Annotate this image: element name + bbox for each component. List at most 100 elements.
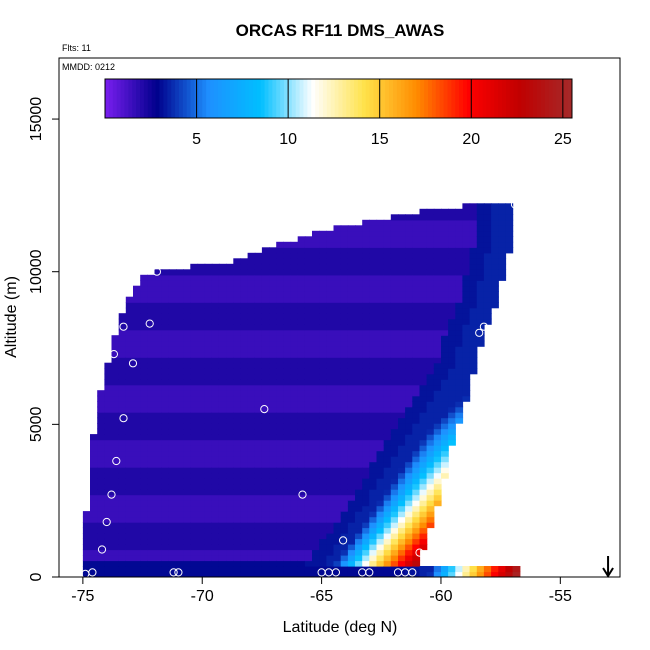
heatmap-cell <box>147 428 156 435</box>
heatmap-cell <box>383 500 392 507</box>
heatmap-cell <box>140 406 148 413</box>
heatmap-cell <box>240 269 249 276</box>
heatmap-cell <box>125 538 134 545</box>
heatmap-cell <box>362 225 370 232</box>
sample-point <box>174 568 183 577</box>
heatmap-cell <box>376 335 385 342</box>
heatmap-cell <box>125 340 134 347</box>
heatmap-cell <box>133 307 141 314</box>
heatmap-cell <box>204 500 213 507</box>
heatmap-cell <box>254 390 263 397</box>
sample-point <box>109 350 119 359</box>
heatmap-cell <box>133 390 141 397</box>
heatmap-cell <box>147 549 156 556</box>
heatmap-cell <box>90 456 98 463</box>
heatmap-cell <box>355 423 363 430</box>
heatmap-cell <box>419 538 428 545</box>
heatmap-cell <box>211 439 220 446</box>
heatmap-cell <box>319 291 327 298</box>
heatmap-cell <box>398 373 406 380</box>
heatmap-cell <box>218 417 227 424</box>
colorbar-swatch <box>357 79 363 118</box>
heatmap-cell <box>304 544 313 551</box>
heatmap-cell <box>462 252 471 259</box>
heatmap-cell <box>326 390 335 397</box>
heatmap-cell <box>233 291 242 298</box>
heatmap-cell <box>240 467 249 474</box>
heatmap-cell <box>176 395 184 402</box>
heatmap-cell <box>433 472 442 479</box>
heatmap-cell <box>190 450 199 457</box>
heatmap-cell <box>133 384 141 391</box>
heatmap-cell <box>297 505 306 512</box>
heatmap-cell <box>233 461 242 468</box>
heatmap-cell <box>197 357 206 364</box>
heatmap-cell <box>261 538 270 545</box>
heatmap-cell <box>226 533 234 540</box>
heatmap-cell <box>97 538 105 545</box>
heatmap-cell <box>247 335 256 342</box>
heatmap-cell <box>376 461 385 468</box>
colorbar-swatch <box>346 79 351 118</box>
heatmap-cell <box>355 401 363 408</box>
heatmap-cell <box>412 318 421 325</box>
heatmap-cell <box>190 307 199 314</box>
heatmap-cell <box>161 296 170 303</box>
heatmap-cell <box>405 511 413 518</box>
heatmap-cell <box>154 571 163 577</box>
heatmap-cell <box>476 280 485 287</box>
heatmap-cell <box>340 500 349 507</box>
heatmap-cell <box>111 560 120 567</box>
heatmap-cell <box>111 428 120 435</box>
heatmap-cell <box>505 566 514 573</box>
heatmap-cell <box>283 340 292 347</box>
heatmap-cell <box>161 516 170 523</box>
heatmap-cell <box>176 560 184 567</box>
heatmap-cell <box>333 478 342 485</box>
heatmap-cell <box>276 351 284 358</box>
heatmap-cell <box>269 307 277 314</box>
heatmap-cell <box>333 351 342 358</box>
heatmap-cell <box>333 258 342 265</box>
heatmap-cell <box>405 472 413 479</box>
heatmap-cell <box>355 373 363 380</box>
heatmap-cell <box>168 368 177 375</box>
heatmap-cell <box>176 357 184 364</box>
heatmap-cell <box>398 219 406 226</box>
heatmap-cell <box>419 362 428 369</box>
heatmap-cell <box>412 555 421 562</box>
heatmap-cell <box>412 406 421 413</box>
heatmap-cell <box>462 236 471 243</box>
heatmap-cell <box>412 247 421 254</box>
heatmap-cell <box>469 346 478 353</box>
heatmap-cell <box>441 324 449 331</box>
colorbar-swatch <box>342 79 347 118</box>
colorbar-swatch <box>408 79 413 118</box>
heatmap-cell <box>154 472 163 479</box>
heatmap-cell <box>161 445 170 452</box>
heatmap-cell <box>433 406 442 413</box>
heatmap-cell <box>247 533 256 540</box>
heatmap-cell <box>183 439 191 446</box>
heatmap-cell <box>433 566 442 573</box>
heatmap-cell <box>376 346 385 353</box>
heatmap-cell <box>97 505 105 512</box>
heatmap-cell <box>326 247 335 254</box>
colorbar-swatch <box>334 79 339 118</box>
heatmap-cell <box>190 263 199 270</box>
heatmap-cell <box>261 324 270 331</box>
heatmap-cell <box>469 252 478 259</box>
heatmap-cell <box>240 379 249 386</box>
heatmap-cell <box>419 219 428 226</box>
heatmap-cell <box>319 252 327 259</box>
heatmap-cell <box>218 500 227 507</box>
heatmap-cell <box>369 263 378 270</box>
heatmap-cell <box>233 313 242 320</box>
heatmap-cell <box>347 346 356 353</box>
heatmap-cell <box>168 274 177 281</box>
heatmap-cell <box>483 252 492 259</box>
heatmap-cell <box>197 450 206 457</box>
heatmap-cell <box>218 329 227 336</box>
heatmap-cell <box>390 544 399 551</box>
heatmap-cell <box>226 544 234 551</box>
